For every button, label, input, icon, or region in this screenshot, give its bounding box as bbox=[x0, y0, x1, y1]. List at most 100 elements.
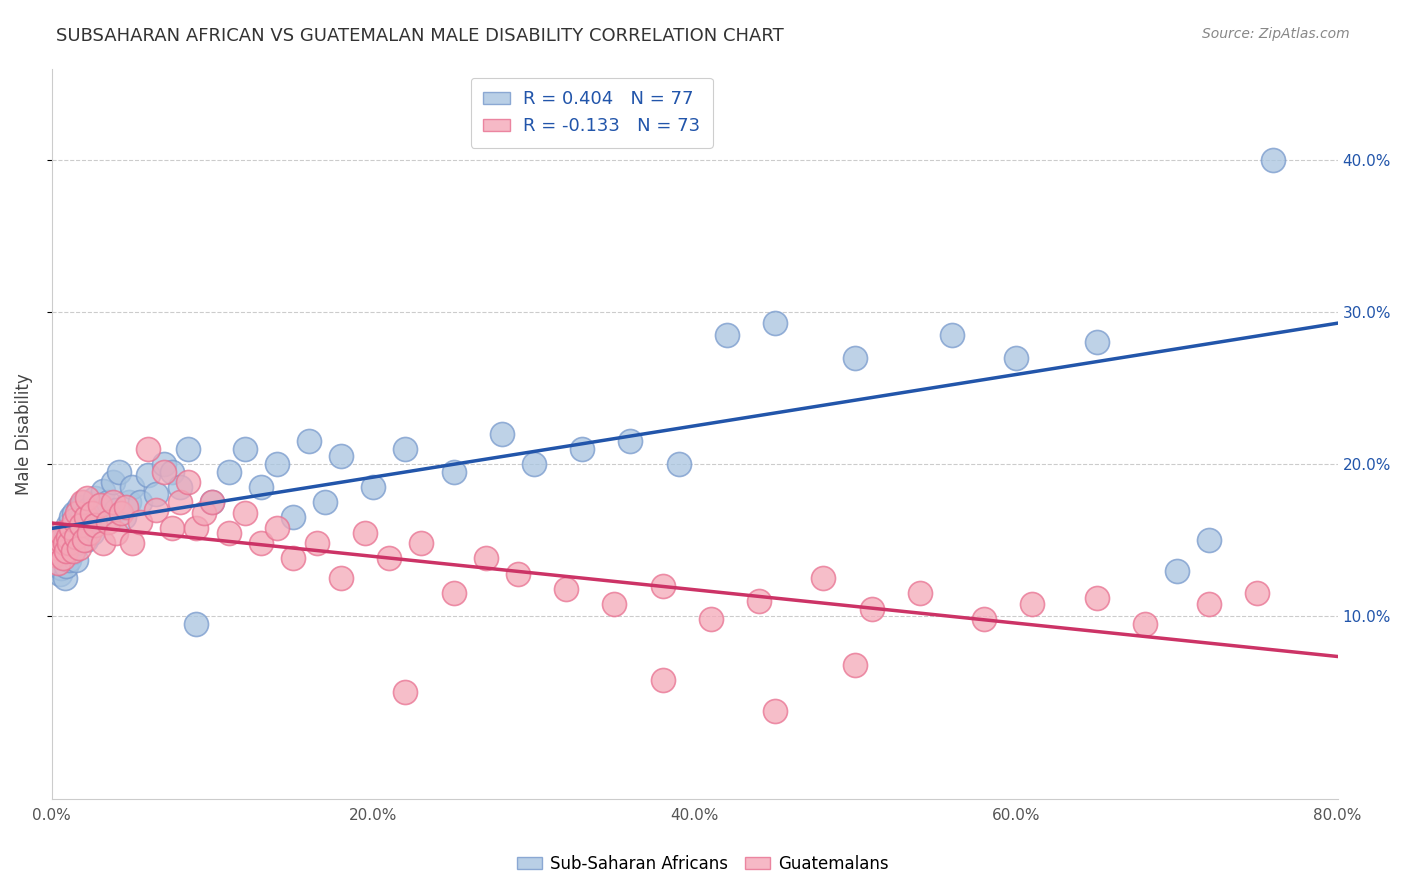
Point bbox=[844, 657, 866, 672]
Point bbox=[89, 498, 111, 512]
Point bbox=[844, 351, 866, 365]
Point bbox=[281, 551, 304, 566]
Point bbox=[101, 475, 124, 490]
Point bbox=[1198, 533, 1220, 548]
Point bbox=[73, 495, 96, 509]
Point bbox=[65, 515, 87, 529]
Point bbox=[1085, 335, 1108, 350]
Point bbox=[186, 616, 208, 631]
Point bbox=[58, 538, 80, 552]
Point bbox=[45, 541, 67, 555]
Point bbox=[121, 480, 143, 494]
Point bbox=[162, 465, 184, 479]
Point bbox=[52, 551, 75, 566]
Point bbox=[145, 487, 167, 501]
Point bbox=[523, 457, 546, 471]
Point bbox=[44, 556, 66, 570]
Point bbox=[72, 495, 94, 509]
Point bbox=[394, 442, 416, 456]
Point bbox=[941, 327, 963, 342]
Point bbox=[474, 551, 496, 566]
Point bbox=[110, 506, 132, 520]
Point bbox=[136, 467, 159, 482]
Point bbox=[700, 612, 723, 626]
Point bbox=[75, 510, 97, 524]
Point bbox=[46, 556, 69, 570]
Point bbox=[603, 597, 626, 611]
Point bbox=[145, 502, 167, 516]
Point bbox=[63, 506, 86, 520]
Point bbox=[1198, 597, 1220, 611]
Point bbox=[89, 510, 111, 524]
Point bbox=[80, 525, 103, 540]
Point bbox=[80, 506, 103, 520]
Point bbox=[76, 491, 98, 505]
Point bbox=[75, 533, 97, 548]
Point bbox=[1005, 351, 1028, 365]
Point bbox=[60, 521, 83, 535]
Point bbox=[571, 442, 593, 456]
Text: Source: ZipAtlas.com: Source: ZipAtlas.com bbox=[1202, 27, 1350, 41]
Point bbox=[46, 541, 69, 555]
Point bbox=[860, 601, 883, 615]
Point bbox=[51, 525, 73, 540]
Point bbox=[51, 525, 73, 540]
Point bbox=[112, 510, 135, 524]
Point bbox=[1246, 586, 1268, 600]
Point bbox=[177, 475, 200, 490]
Point bbox=[443, 586, 465, 600]
Point bbox=[555, 582, 578, 596]
Point bbox=[121, 536, 143, 550]
Point bbox=[91, 484, 114, 499]
Point bbox=[153, 465, 176, 479]
Point bbox=[491, 426, 513, 441]
Point bbox=[53, 571, 76, 585]
Point bbox=[97, 495, 120, 509]
Point bbox=[330, 450, 353, 464]
Point bbox=[58, 536, 80, 550]
Legend: Sub-Saharan Africans, Guatemalans: Sub-Saharan Africans, Guatemalans bbox=[510, 848, 896, 880]
Point bbox=[668, 457, 690, 471]
Point bbox=[129, 495, 152, 509]
Point bbox=[69, 517, 91, 532]
Point bbox=[233, 442, 256, 456]
Point bbox=[361, 480, 384, 494]
Point bbox=[193, 506, 215, 520]
Point bbox=[266, 457, 288, 471]
Point bbox=[162, 521, 184, 535]
Point bbox=[51, 560, 73, 574]
Point bbox=[763, 704, 786, 718]
Point bbox=[411, 536, 433, 550]
Point bbox=[153, 457, 176, 471]
Point bbox=[66, 536, 89, 550]
Point bbox=[378, 551, 401, 566]
Point bbox=[1085, 591, 1108, 605]
Point bbox=[108, 465, 131, 479]
Point bbox=[56, 530, 79, 544]
Point bbox=[55, 559, 77, 574]
Point bbox=[443, 465, 465, 479]
Point bbox=[233, 506, 256, 520]
Point bbox=[65, 530, 87, 544]
Point bbox=[186, 521, 208, 535]
Point bbox=[973, 612, 995, 626]
Point bbox=[76, 502, 98, 516]
Text: SUBSAHARAN AFRICAN VS GUATEMALAN MALE DISABILITY CORRELATION CHART: SUBSAHARAN AFRICAN VS GUATEMALAN MALE DI… bbox=[56, 27, 785, 45]
Point bbox=[63, 513, 86, 527]
Point bbox=[73, 533, 96, 548]
Point bbox=[69, 525, 91, 540]
Point bbox=[177, 442, 200, 456]
Point bbox=[105, 502, 128, 516]
Point bbox=[55, 543, 77, 558]
Point bbox=[716, 327, 738, 342]
Point bbox=[748, 594, 770, 608]
Point bbox=[49, 566, 72, 581]
Point bbox=[330, 571, 353, 585]
Point bbox=[67, 500, 90, 514]
Point bbox=[763, 316, 786, 330]
Point bbox=[91, 536, 114, 550]
Point bbox=[52, 545, 75, 559]
Point bbox=[56, 517, 79, 532]
Point bbox=[101, 495, 124, 509]
Point bbox=[314, 495, 336, 509]
